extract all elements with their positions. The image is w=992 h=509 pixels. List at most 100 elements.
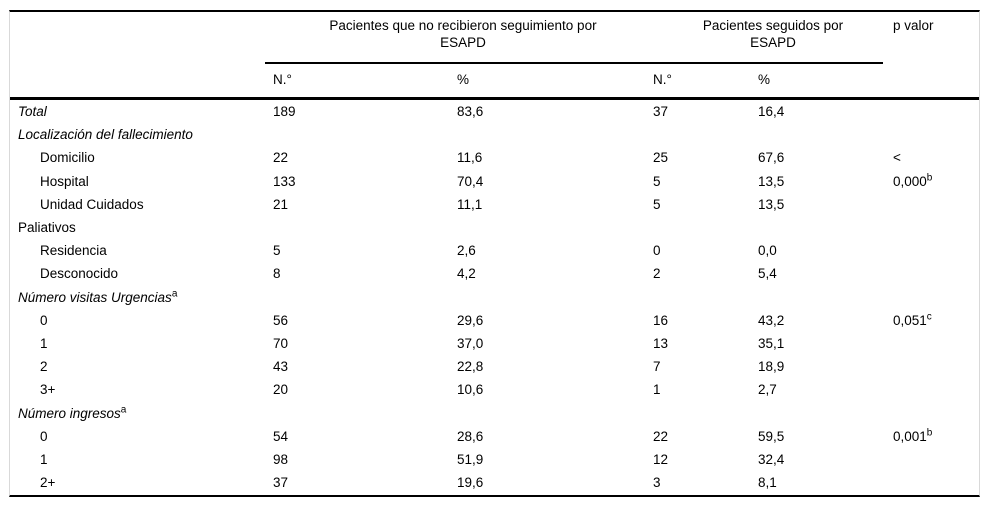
subheader-n2: N.° (653, 72, 672, 87)
cell-n-esapd: 12 (653, 451, 669, 467)
row-label: Total (18, 104, 47, 120)
cell-pct-esapd: 5,4 (758, 266, 777, 282)
cell-pct-esapd: 35,1 (758, 335, 785, 351)
row-label: 2+ (40, 475, 56, 491)
cell-n-esapd: 1 (653, 382, 661, 398)
table-body: Total 189 83,6 37 16,4 Localización del … (10, 100, 979, 494)
cell-n-no-esapd: 22 (273, 150, 289, 166)
table-header: Pacientes que no recibieron seguimiento … (10, 12, 979, 97)
cell-n-esapd: 5 (653, 173, 661, 189)
row-label: Localización del fallecimiento (18, 127, 193, 143)
cell-pct-no-esapd: 70,4 (457, 173, 484, 189)
group-header-underline (265, 62, 883, 64)
cell-n-no-esapd: 54 (273, 428, 289, 444)
header-body-divider (10, 97, 979, 100)
table-row: 2 43 22,8 7 18,9 (10, 355, 979, 378)
cell-pct-no-esapd: 83,6 (457, 104, 484, 120)
subheader-n1: N.° (273, 72, 292, 87)
cell-pct-esapd: 0,0 (758, 243, 777, 259)
row-label: Número ingresosa (18, 404, 127, 421)
cell-pct-esapd: 59,5 (758, 428, 785, 444)
cell-pct-esapd: 18,9 (758, 359, 785, 375)
table-row: Número visitas Urgenciasa (10, 286, 979, 309)
row-label: 3+ (40, 382, 56, 398)
cell-p-value: 0,051c (893, 311, 932, 328)
cell-p-value: 0,001b (893, 427, 933, 444)
cell-n-esapd: 13 (653, 335, 669, 351)
cell-n-esapd: 37 (653, 104, 669, 120)
row-label: 0 (40, 312, 48, 328)
cell-n-no-esapd: 37 (273, 475, 289, 491)
table-row: 1 98 51,9 12 32,4 (10, 448, 979, 471)
row-label: 0 (40, 428, 48, 444)
p-value-column-header: p valor (893, 18, 934, 33)
table-row: Localización del fallecimiento (10, 123, 979, 146)
cell-pct-no-esapd: 10,6 (457, 382, 484, 398)
cell-pct-no-esapd: 22,8 (457, 359, 484, 375)
row-label: Paliativos (18, 220, 76, 236)
cell-pct-no-esapd: 11,6 (457, 150, 483, 166)
cell-n-no-esapd: 98 (273, 451, 289, 467)
label-superscript: a (120, 404, 127, 416)
table-row: Hospital 133 70,4 5 13,5 0,000b (10, 170, 979, 193)
row-label: Hospital (40, 173, 89, 189)
cell-pct-esapd: 13,5 (758, 196, 785, 212)
label-superscript: a (171, 288, 178, 300)
cell-n-esapd: 0 (653, 243, 661, 259)
table-row: 0 54 28,6 22 59,5 0,001b (10, 425, 979, 448)
cell-n-no-esapd: 70 (273, 335, 289, 351)
cell-pct-no-esapd: 19,6 (457, 475, 484, 491)
cell-n-esapd: 22 (653, 428, 669, 444)
subheader-pct1: % (457, 72, 470, 87)
cell-pct-no-esapd: 29,6 (457, 312, 484, 328)
table-row: Paliativos (10, 216, 979, 239)
table-row: 3+ 20 10,6 1 2,7 (10, 378, 979, 401)
table-row: 2+ 37 19,6 3 8,1 (10, 471, 979, 494)
table-row: Desconocido 8 4,2 2 5,4 (10, 262, 979, 285)
group1-title-line1: Pacientes que no recibieron seguimiento … (329, 18, 597, 33)
cell-pct-no-esapd: 2,6 (457, 243, 476, 259)
cell-pct-esapd: 2,7 (758, 382, 777, 398)
cell-pct-no-esapd: 51,9 (457, 451, 484, 467)
cell-n-no-esapd: 20 (273, 382, 289, 398)
results-table: Pacientes que no recibieron seguimiento … (9, 10, 980, 497)
cell-n-esapd: 5 (653, 196, 661, 212)
cell-pct-esapd: 13,5 (758, 173, 785, 189)
cell-pct-esapd: 67,6 (758, 150, 785, 166)
cell-p-value: < (893, 150, 901, 166)
cell-n-no-esapd: 56 (273, 312, 289, 328)
table-row: Residencia 5 2,6 0 0,0 (10, 239, 979, 262)
cell-pct-esapd: 43,2 (758, 312, 785, 328)
row-label: Domicilio (40, 150, 95, 166)
table-row: Número ingresosa (10, 401, 979, 424)
p-superscript: c (926, 311, 932, 323)
cell-n-no-esapd: 5 (273, 243, 281, 259)
p-superscript: b (926, 172, 933, 184)
row-label: Número visitas Urgenciasa (18, 288, 178, 305)
table-row: 0 56 29,6 16 43,2 0,051c (10, 309, 979, 332)
cell-pct-esapd: 16,4 (758, 104, 785, 120)
row-label: 1 (40, 451, 48, 467)
cell-n-esapd: 2 (653, 266, 661, 282)
row-label: 2 (40, 359, 48, 375)
cell-n-esapd: 7 (653, 359, 661, 375)
column-group-esapd: Pacientes seguidos por ESAPD (653, 12, 893, 62)
cell-pct-esapd: 32,4 (758, 451, 785, 467)
row-label: Desconocido (40, 266, 119, 282)
cell-n-no-esapd: 8 (273, 266, 281, 282)
cell-n-esapd: 3 (653, 475, 661, 491)
cell-pct-no-esapd: 4,2 (457, 266, 476, 282)
cell-n-esapd: 16 (653, 312, 669, 328)
cell-n-no-esapd: 21 (273, 196, 289, 212)
column-group-no-esapd: Pacientes que no recibieron seguimiento … (273, 12, 653, 62)
group2-title-line1: Pacientes seguidos por (702, 18, 844, 33)
cell-pct-no-esapd: 28,6 (457, 428, 484, 444)
cell-p-value: 0,000b (893, 172, 933, 189)
cell-pct-esapd: 8,1 (758, 475, 777, 491)
group1-title-line2: ESAPD (440, 35, 486, 50)
table-row: Domicilio 22 11,6 25 67,6 < (10, 146, 979, 169)
cell-n-esapd: 25 (653, 150, 669, 166)
cell-n-no-esapd: 189 (273, 104, 296, 120)
cell-pct-no-esapd: 11,1 (457, 196, 483, 212)
table-row: Unidad Cuidados 21 11,1 5 13,5 (10, 193, 979, 216)
